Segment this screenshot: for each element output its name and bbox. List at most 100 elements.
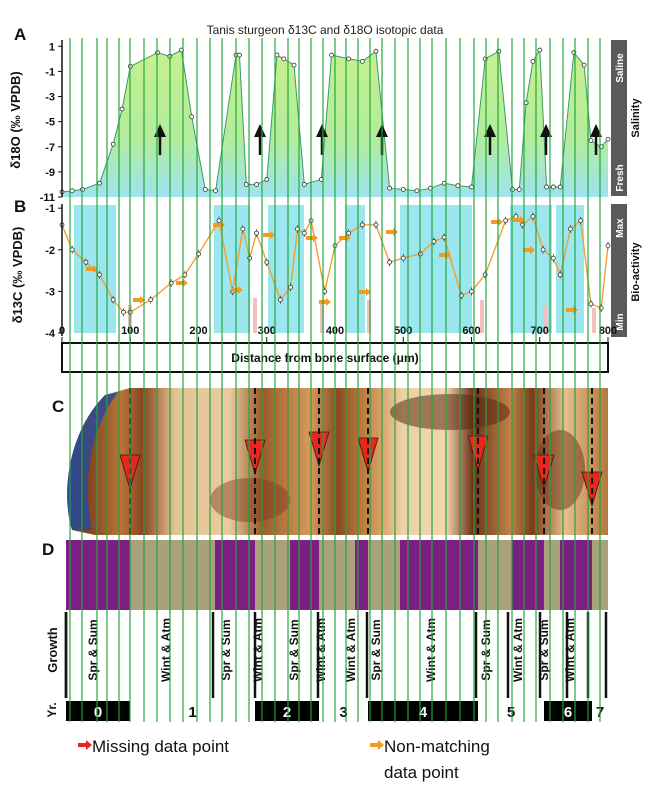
d13c-point-33 <box>469 288 474 294</box>
d18o-point-15 <box>243 182 249 187</box>
year-number-6: 6 <box>564 704 572 721</box>
d18o-point-5 <box>119 106 125 112</box>
winter-band-4 <box>478 540 512 610</box>
alignment-lines <box>69 38 601 722</box>
d18o-point-11 <box>202 187 208 192</box>
d18o-point-39 <box>530 58 536 64</box>
d13c-point-20 <box>301 230 307 236</box>
d13c-point-28 <box>400 255 406 261</box>
season-label-1: Wint & Atm <box>159 618 173 682</box>
d13c-point-1 <box>69 247 75 253</box>
panel-c-bone-thin-section <box>67 388 608 535</box>
season-label-11: Spr & Sum <box>537 619 551 680</box>
d13c-point-16 <box>264 259 270 265</box>
d18o-point-26 <box>373 48 379 54</box>
d18o-point-33 <box>469 184 474 190</box>
d18o-y-tick-5: -9 <box>45 167 55 179</box>
bioactivity-label: Bio-activity <box>630 241 642 301</box>
d13c-point-26 <box>373 222 379 228</box>
d18o-point-25 <box>359 58 365 64</box>
distance-x-tick-3: 300 <box>258 325 276 337</box>
nonmatching-arrow-8 <box>339 236 346 240</box>
d18o-y-axis-label: δ18O (‰ VPDB) <box>8 71 23 168</box>
salinity-side-bar: Saline Fresh Salinity <box>611 40 642 196</box>
d13c-point-18 <box>288 284 294 290</box>
d13c-point-41 <box>557 272 563 278</box>
year-label: Yr. <box>45 702 59 717</box>
d18o-y-tick-0: 1 <box>49 41 55 53</box>
panel-d-season-band <box>66 540 608 610</box>
year-number-5: 5 <box>507 704 515 721</box>
d13c-point-7 <box>148 297 154 303</box>
year-number-3: 3 <box>339 704 347 721</box>
d13c-point-39 <box>540 247 546 253</box>
d18o-y-tick-4: -7 <box>45 142 55 154</box>
d18o-point-14 <box>237 52 242 58</box>
winter-band-1 <box>255 540 290 610</box>
d13c-point-40 <box>551 255 556 261</box>
d13c-point-42 <box>568 226 573 232</box>
d13c-point-13 <box>240 226 246 232</box>
d13c-point-14 <box>247 255 253 261</box>
winter-band-5 <box>544 540 560 610</box>
distance-axis-label: Distance from bone surface (μm) <box>231 351 418 365</box>
d13c-point-2 <box>83 259 89 265</box>
legend-nonmatching-label: Non-matching data point <box>384 737 495 782</box>
d18o-point-28 <box>400 187 406 192</box>
season-label-6: Wint & Atm <box>344 618 358 682</box>
d13c-point-36 <box>513 214 519 219</box>
d18o-y-tick-6: -11 <box>40 192 55 204</box>
d13c-point-35 <box>503 218 509 224</box>
nonmatching-arrow-13 <box>513 218 520 222</box>
year-number-4: 4 <box>419 704 428 721</box>
growth-label: Growth <box>45 627 60 673</box>
season-label-12: Wint & Atm <box>563 618 577 682</box>
panel-b-d13c-chart: -1 -2 -3 -4 δ13C (‰ VPDB) Max Min Bio-activ… <box>10 203 642 373</box>
nonmatching-arrow-3 <box>213 223 220 227</box>
nonmatching-arrow-6 <box>306 236 313 240</box>
year-bar: Yr. 01234567 <box>45 701 604 721</box>
season-label-3: Wint & Atm <box>251 618 265 682</box>
growth-season-labels: Growth Spr & Sum Wint & Atm Spr & Sum Wint … <box>45 612 608 698</box>
d13c-point-15 <box>254 230 259 236</box>
d18o-point-23 <box>329 52 334 58</box>
nonmatching-arrow-15 <box>566 308 573 312</box>
d13c-point-38 <box>530 214 536 219</box>
nonmatching-arrow-10 <box>386 230 393 234</box>
distance-x-tick-2: 200 <box>189 325 207 337</box>
figure-title: Tanis sturgeon δ13C and δ18O isotopic da… <box>207 23 444 37</box>
nonmatching-arrow-0 <box>86 267 93 271</box>
d18o-point-16 <box>254 182 259 187</box>
d13c-y-tick-1: -2 <box>45 245 55 257</box>
d18o-point-38 <box>523 100 529 106</box>
distance-x-tick-6: 600 <box>462 325 480 337</box>
nonmatching-arrow-14 <box>523 248 530 252</box>
d13c-point-11 <box>216 218 222 224</box>
d18o-point-48 <box>605 136 611 142</box>
d18o-point-40 <box>537 47 543 53</box>
d13c-y-tick-2: -3 <box>45 286 55 298</box>
year-number-1: 1 <box>188 704 196 721</box>
nonmatching-arrow-5 <box>263 233 270 237</box>
d13c-point-27 <box>387 259 393 265</box>
panel-letter-a: A <box>14 25 26 44</box>
d13c-point-4 <box>110 297 116 303</box>
d18o-point-20 <box>291 62 297 68</box>
d13c-point-3 <box>97 272 102 278</box>
d18o-point-45 <box>581 62 587 68</box>
nonmatching-arrow-12 <box>491 220 498 224</box>
d13c-point-43 <box>578 218 584 224</box>
panel-letter-d: D <box>42 540 54 559</box>
distance-x-tick-8: 800 <box>599 325 617 337</box>
legend: Missing data point Non-matching data poi… <box>78 737 495 782</box>
season-label-4: Spr & Sum <box>287 619 301 680</box>
season-label-5: Wint & Atm <box>314 618 328 682</box>
d18o-point-24 <box>346 56 352 62</box>
year-block-6 <box>544 701 592 721</box>
d13c-y-tick-0: -1 <box>45 203 55 215</box>
nonmatching-arrows <box>86 216 578 314</box>
d13c-point-25 <box>359 222 365 228</box>
d18o-point-29 <box>414 188 420 194</box>
cyan-bands <box>74 205 584 333</box>
